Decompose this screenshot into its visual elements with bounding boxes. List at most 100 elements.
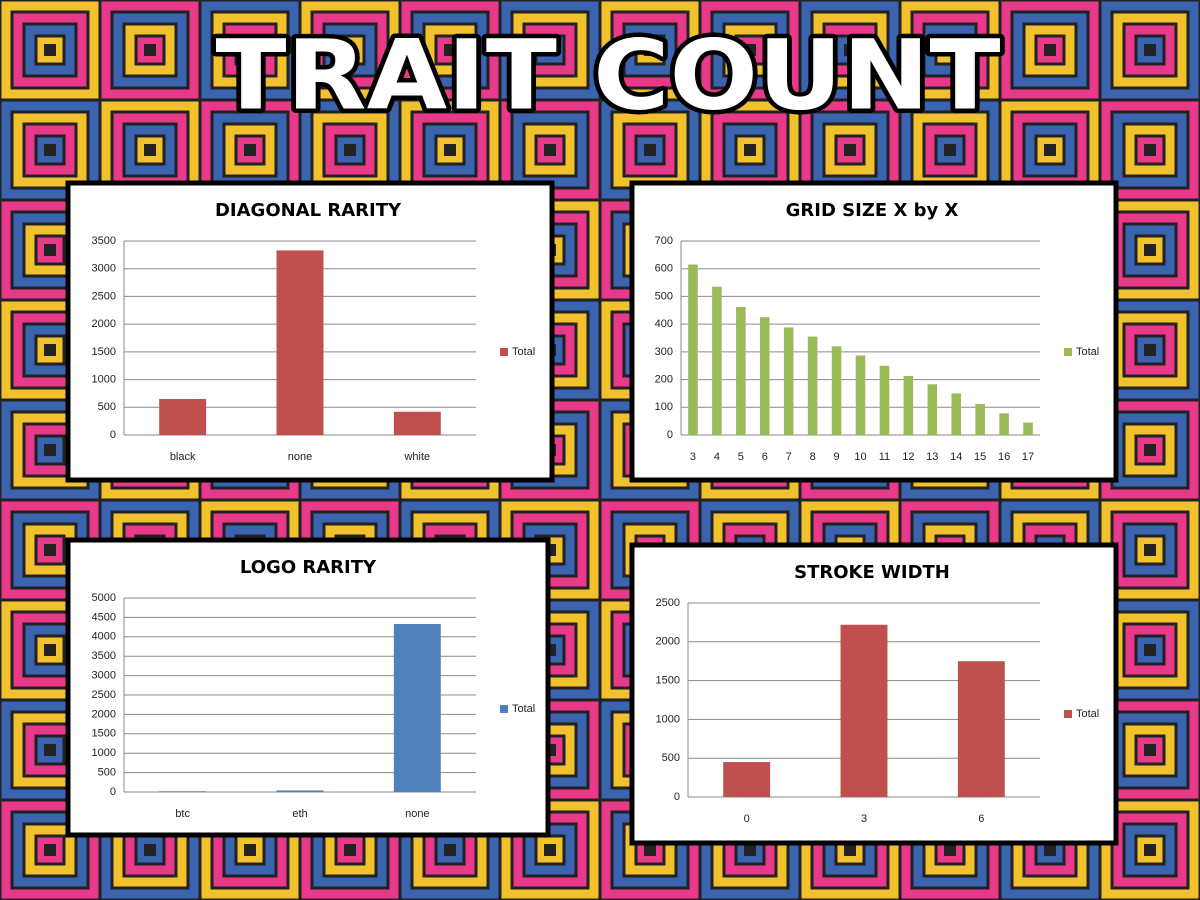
background-dot [744,144,756,156]
bar [840,624,888,797]
background-tile [634,134,666,166]
background-dot [644,844,656,856]
background-dot [1044,44,1056,56]
bar [688,264,698,435]
background-dot [544,144,556,156]
y-tick-label: 1000 [92,373,116,385]
y-tick-label: 600 [655,263,673,275]
background-dot [444,44,456,56]
x-tick-label: 10 [854,451,866,463]
bar [759,317,770,435]
bar [783,327,794,435]
y-tick-label: 100 [655,401,673,413]
x-tick-label: 12 [902,451,914,463]
y-tick-label: 0 [110,786,116,798]
y-tick-label: 2000 [92,708,116,720]
y-tick-label: 0 [667,429,673,441]
x-tick-label: 16 [998,451,1010,463]
bar [159,398,207,435]
y-tick-label: 0 [674,791,680,803]
background-dot [1144,744,1156,756]
background-dot [1144,44,1156,56]
x-tick-label: 7 [786,451,792,463]
x-tick-label: black [170,451,196,463]
chart-panel: DIAGONAL RARITY 0 500 1000 1500 2000 2500 3000 3… [65,180,555,483]
x-tick-label: 3 [690,451,696,463]
bar [951,393,962,435]
legend-swatch [1064,348,1072,356]
background-dot [944,44,956,56]
bar [999,413,1009,435]
background-tile [1022,22,1078,78]
legend-swatch [500,705,508,713]
background-dot [44,744,56,756]
bar [975,403,985,435]
bar [879,365,890,435]
legend-label: Total [512,703,535,715]
y-tick-label: 500 [655,290,673,302]
y-tick-label: 2500 [656,597,680,609]
bar [927,384,938,435]
background-dot [844,844,856,856]
x-tick-label: 6 [762,451,768,463]
x-tick-label: 4 [714,451,720,463]
x-tick-label: none [288,451,312,463]
bar [831,346,842,435]
x-tick-label: 11 [879,451,890,463]
background-dot [44,344,56,356]
background-tile [1122,122,1178,178]
background-dot [1144,344,1156,356]
y-tick-label: 400 [655,318,673,330]
background-dot [44,644,56,656]
chart-panel: LOGO RARITY 0 500 1000 1500 2000 2500 3000 3500 4… [65,537,551,838]
background-dot [844,144,856,156]
bar [807,336,818,435]
background-dot [644,44,656,56]
background-dot [344,144,356,156]
x-tick-label: 17 [1022,451,1034,463]
background-dot [1144,244,1156,256]
background-dot [544,44,556,56]
y-tick-label: 700 [655,235,673,247]
bar [855,355,866,435]
legend-swatch [1064,710,1072,718]
background-dot [1144,544,1156,556]
x-tick-label: 14 [950,451,962,463]
background-dot [644,144,656,156]
x-tick-label: 5 [738,451,744,463]
background-dot [144,144,156,156]
background-dot [444,844,456,856]
legend-label: Total [1076,346,1099,358]
y-tick-label: 500 [98,401,116,413]
y-tick-label: 4000 [92,631,116,643]
x-tick-label: white [403,451,430,463]
x-tick-label: 3 [861,813,867,825]
background-dot [144,44,156,56]
background-dot [1144,144,1156,156]
bar [712,286,722,435]
x-tick-label: 9 [834,451,840,463]
bar [736,306,746,435]
legend-swatch [500,348,508,356]
background-dot [744,844,756,856]
y-tick-label: 5000 [92,592,116,604]
legend-label: Total [1076,708,1099,720]
panel-frame [65,537,551,838]
page-title: TRAIT COUNT [216,19,1001,131]
y-tick-label: 200 [655,373,673,385]
background-dot [744,44,756,56]
background-dot [344,44,356,56]
background-dot [844,44,856,56]
y-tick-label: 4500 [92,611,116,623]
y-tick-label: 500 [662,752,680,764]
y-tick-label: 3000 [92,670,116,682]
y-tick-label: 1500 [656,675,680,687]
y-tick-label: 3000 [92,263,116,275]
x-tick-label: eth [292,808,307,820]
y-tick-label: 1500 [92,346,116,358]
bar [393,623,441,792]
background-dot [44,544,56,556]
background-dot [1144,644,1156,656]
background-dot [1044,844,1056,856]
